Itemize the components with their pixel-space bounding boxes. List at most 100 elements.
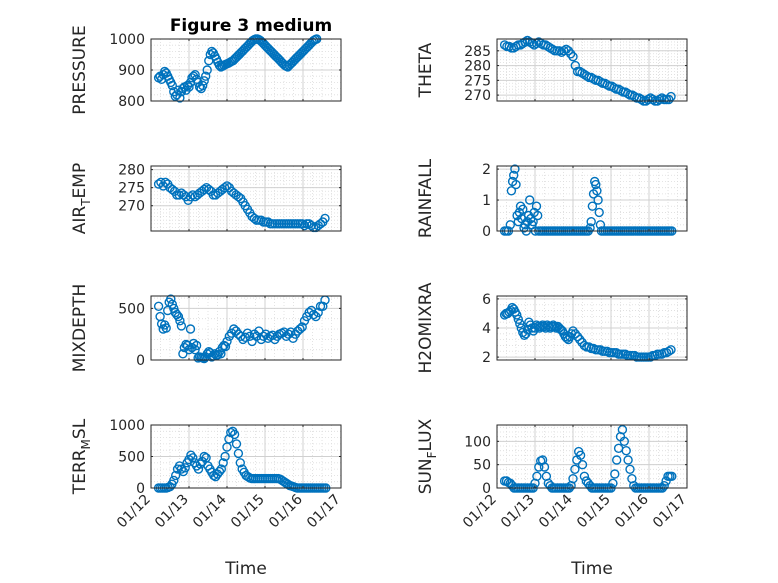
data-point (595, 345, 606, 355)
data-point (297, 322, 307, 332)
data-point (161, 323, 171, 333)
x-axis-label: Time (570, 559, 613, 579)
data-point (506, 186, 517, 196)
data-point (534, 462, 544, 472)
data-point (188, 453, 198, 463)
data-point (610, 469, 620, 479)
data-point (531, 201, 542, 211)
x-tick-label: 01/12 (114, 492, 154, 532)
x-axis-label: Time (224, 559, 267, 579)
data-point (512, 310, 522, 320)
data-point (249, 213, 260, 224)
data-point (199, 451, 209, 462)
y-tick-label: 0 (136, 353, 145, 369)
data-point (602, 346, 612, 356)
data-series (499, 35, 676, 106)
data-point (175, 316, 185, 326)
data-point (188, 71, 199, 81)
data-point (167, 184, 178, 195)
data-point (529, 40, 539, 50)
data-point (190, 69, 200, 80)
y-tick-label: 2 (482, 350, 491, 366)
y-axis-label: SUNFLUX (416, 418, 439, 494)
data-point (200, 71, 211, 81)
axes-box (496, 165, 688, 232)
data-point (636, 94, 647, 105)
x-tick-label: 01/12 (460, 492, 500, 532)
y-tick-label: 100 (464, 434, 491, 450)
data-point (620, 349, 631, 359)
data-point (286, 327, 296, 337)
data-point (566, 49, 576, 59)
data-point (235, 458, 246, 468)
y-tick-label: 500 (118, 450, 145, 466)
data-point (306, 220, 317, 231)
x-tick-label: 01/13 (152, 492, 192, 532)
data-point (579, 471, 590, 481)
data-point (587, 201, 598, 211)
data-point (570, 464, 580, 474)
y-tick-label: 1 (482, 193, 491, 209)
x-tick-label: 01/16 (612, 491, 652, 531)
data-point (202, 65, 212, 75)
data-point (623, 455, 633, 465)
data-point (176, 321, 187, 331)
data-point (167, 80, 178, 91)
data-point (666, 345, 676, 355)
y-tick-label: 500 (118, 301, 145, 317)
y-tick-label: 1000 (109, 32, 145, 48)
data-point (522, 35, 533, 46)
y-axis-label: H2OMIXRA (416, 282, 436, 373)
data-point (570, 60, 580, 71)
data-point (169, 475, 179, 486)
data-point (160, 177, 171, 188)
y-axis-label: PRESSURE (70, 25, 90, 114)
data-point (547, 44, 558, 54)
data-point (220, 451, 230, 462)
data-point (186, 450, 196, 460)
data-point (220, 341, 231, 352)
data-point (173, 311, 184, 322)
data-point (258, 331, 269, 341)
y-tick-label: 6 (482, 292, 491, 308)
data-point (245, 331, 255, 341)
data-point (193, 464, 204, 474)
y-tick-label: 280 (464, 59, 491, 75)
data-point (214, 466, 225, 477)
data-point (216, 464, 227, 474)
data-series (153, 177, 330, 233)
data-point (256, 215, 266, 225)
data-point (588, 343, 599, 354)
data-point (539, 462, 550, 472)
subplot-4: 0 1 2 RAINFALL (416, 158, 688, 240)
y-tick-label: 285 (464, 44, 491, 60)
data-point (667, 471, 677, 481)
data-point (153, 179, 164, 189)
axes-box (150, 165, 342, 232)
data-point (664, 346, 674, 356)
data-point (585, 223, 595, 233)
data-point (570, 329, 580, 339)
data-point (510, 164, 520, 174)
subplot-5: 0 500 MIXDEPTH (70, 284, 342, 373)
y-axis-label: MIXDEPTH (70, 284, 90, 373)
data-point (532, 471, 542, 481)
data-point (593, 195, 603, 205)
y-tick-label: 2 (482, 162, 491, 178)
data-point (621, 446, 631, 456)
data-point (185, 324, 196, 334)
data-point (533, 210, 543, 221)
data-point (511, 179, 521, 190)
data-point (575, 450, 586, 460)
x-tick-label: 01/15 (574, 492, 614, 532)
data-point (185, 191, 196, 202)
data-point (295, 324, 305, 334)
data-point (187, 73, 197, 83)
data-point (153, 301, 164, 311)
data-point (216, 349, 226, 359)
y-axis-label: AIRTEMP (70, 163, 93, 234)
plot-area (497, 425, 687, 488)
